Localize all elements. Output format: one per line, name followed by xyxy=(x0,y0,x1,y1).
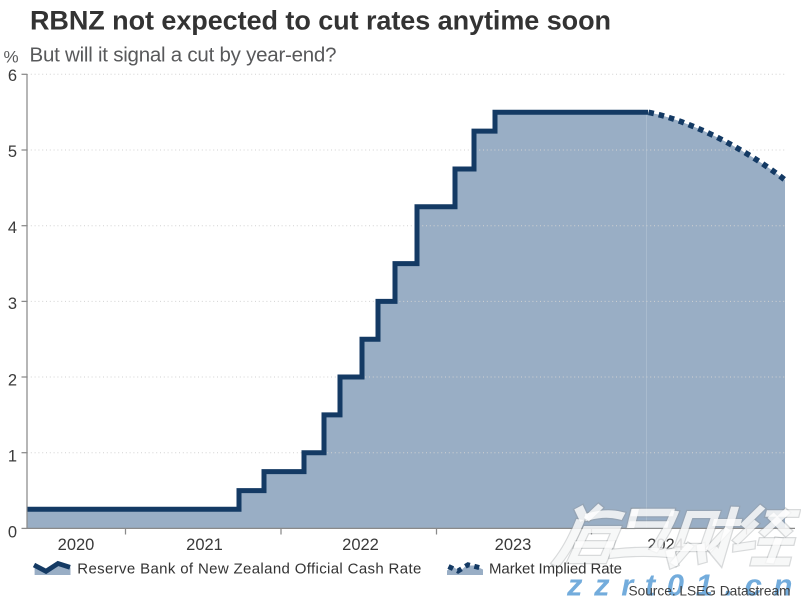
svg-text:2022: 2022 xyxy=(342,536,379,554)
svg-text:5: 5 xyxy=(8,143,17,161)
svg-text:6: 6 xyxy=(8,67,17,85)
svg-text:Market Implied Rate: Market Implied Rate xyxy=(489,561,622,578)
svg-text:2023: 2023 xyxy=(495,536,532,554)
svg-text:2020: 2020 xyxy=(58,536,95,554)
svg-text:RBNZ not expected to cut rates: RBNZ not expected to cut rates anytime s… xyxy=(30,6,611,36)
svg-text:4: 4 xyxy=(8,219,17,237)
svg-text:2: 2 xyxy=(8,371,17,389)
svg-text:0: 0 xyxy=(8,523,17,541)
svg-text:%: % xyxy=(4,48,19,67)
svg-text:But will it signal a cut by ye: But will it signal a cut by year-end? xyxy=(30,43,337,66)
svg-text:zzrt01.cn: zzrt01.cn xyxy=(566,568,801,601)
svg-text:1: 1 xyxy=(8,447,17,465)
svg-text:3: 3 xyxy=(8,295,17,313)
svg-text:2021: 2021 xyxy=(186,536,223,554)
svg-text:Reserve Bank of New Zealand Of: Reserve Bank of New Zealand Official Cas… xyxy=(77,561,421,578)
svg-text:Source: LSEG Datastream: Source: LSEG Datastream xyxy=(628,583,790,598)
